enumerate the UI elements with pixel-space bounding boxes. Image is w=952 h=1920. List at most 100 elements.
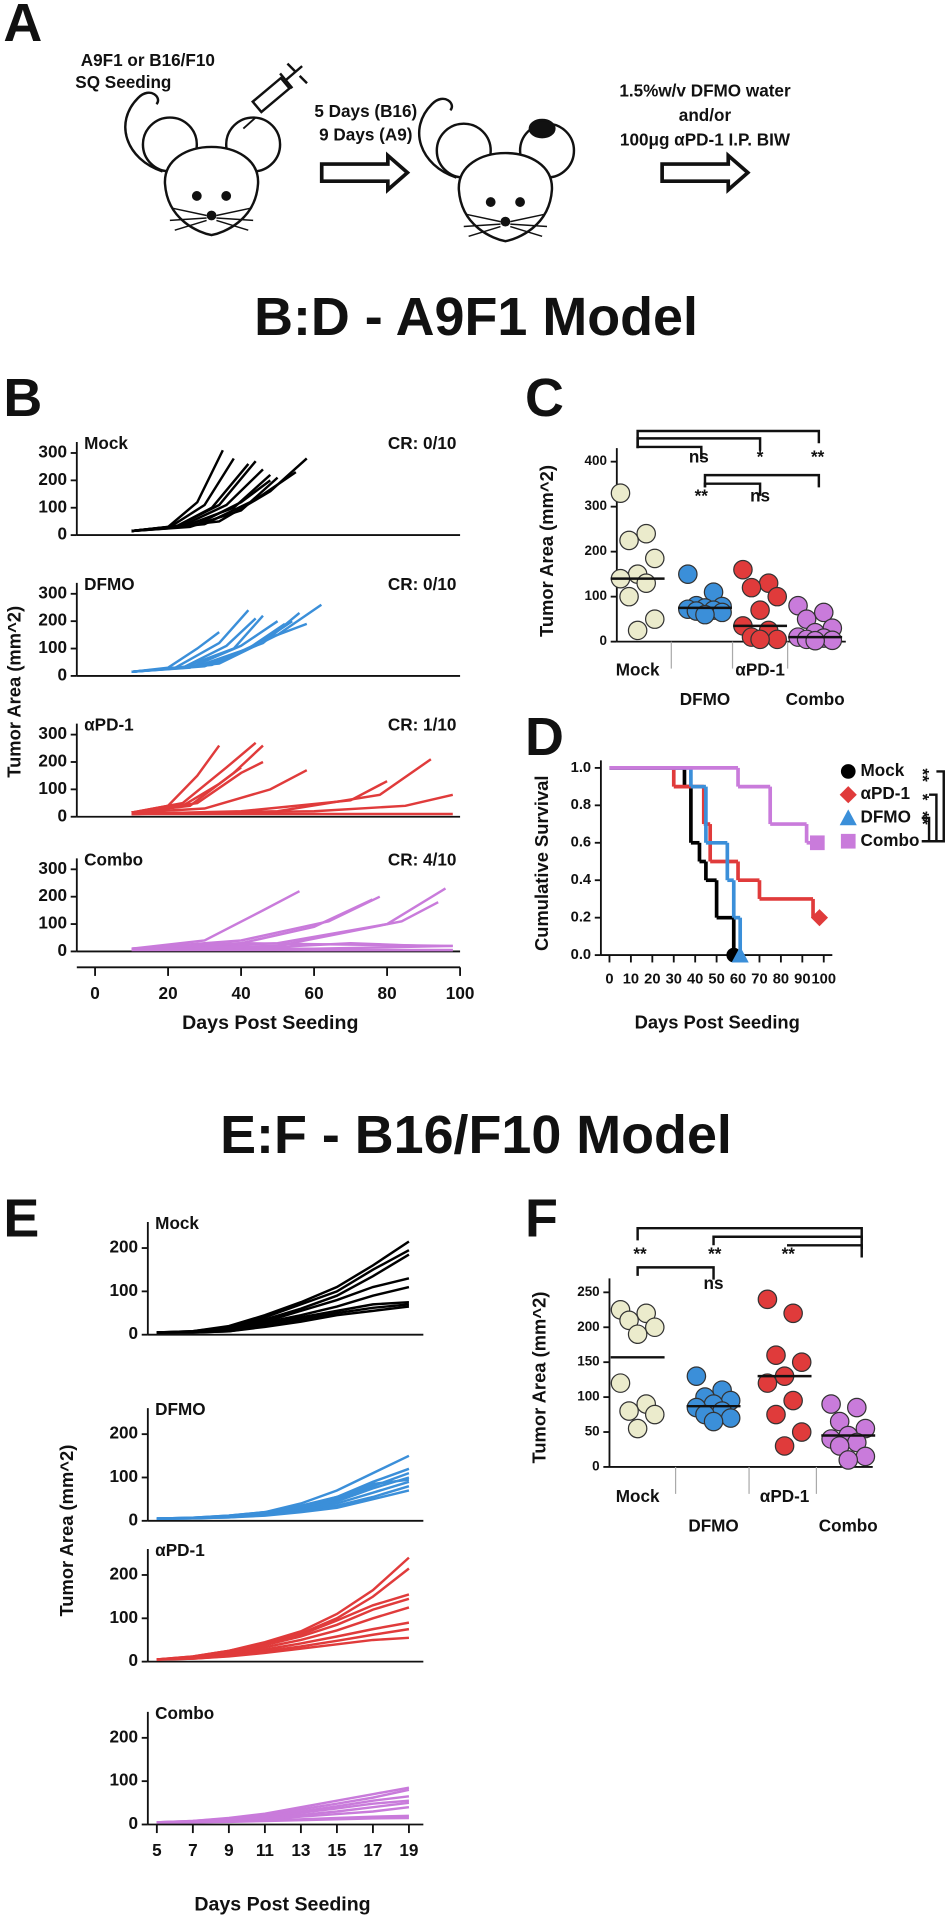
panel-title: Combo: [155, 1703, 214, 1723]
growth-line: [131, 457, 235, 533]
legend-label: DFMO: [860, 806, 910, 826]
dot: [644, 548, 665, 569]
y-axis-label: Tumor Area (mm^2): [536, 465, 557, 637]
significance-label: *: [913, 794, 933, 801]
significance-bracket: [636, 445, 703, 460]
x-axis-label: Days Post Seeding: [635, 1012, 800, 1033]
panel-title: αPD-1: [84, 715, 134, 735]
x-tick-label: 10: [623, 971, 639, 987]
significance-bracket: [936, 770, 945, 843]
y-tick-label: 200: [109, 1423, 138, 1443]
y-tick-label: 200: [38, 469, 67, 489]
legend-label: Mock: [860, 760, 904, 780]
dot: [636, 573, 657, 593]
x-tick-label: Mock: [616, 660, 660, 680]
x-tick-label: αPD-1: [735, 660, 785, 680]
y-tick-label: 0: [57, 524, 67, 544]
growth-line: [131, 898, 373, 950]
legend-label: αPD-1: [860, 783, 910, 803]
y-tick-label: 1.0: [571, 760, 591, 776]
significance-label: **: [913, 811, 933, 825]
growth-line: [131, 603, 323, 674]
dot: [733, 559, 753, 580]
dot: [766, 1404, 786, 1425]
x-tick-label: 50: [708, 971, 724, 987]
end-marker: [809, 835, 825, 851]
mouse: [124, 91, 282, 237]
dot: [829, 1436, 850, 1456]
panel-title: Mock: [155, 1213, 199, 1233]
x-tick-label: 80: [773, 971, 789, 987]
panel-letter: B: [3, 368, 42, 428]
dot: [855, 1418, 876, 1439]
y-axis-label: Tumor Area (mm^2): [56, 1445, 77, 1617]
x-tick-label: 30: [666, 971, 682, 987]
y-tick-label: 0.0: [571, 947, 591, 963]
y-tick-label: 100: [585, 588, 607, 603]
x-tick-label: 13: [291, 1840, 310, 1860]
panel-title: DFMO: [84, 574, 134, 594]
y-tick-label: 300: [38, 442, 67, 462]
y-tick-label: 100: [38, 913, 67, 933]
dot: [767, 586, 788, 607]
x-tick-label: 90: [794, 971, 810, 987]
dot: [829, 1411, 850, 1432]
significance-bracket: [787, 1244, 863, 1258]
dot: [644, 1404, 665, 1425]
section-heading: E:F - B16/F10 Model: [220, 1105, 732, 1165]
x-tick-label: 7: [188, 1840, 198, 1860]
legend-label: Combo: [860, 830, 919, 850]
growth-line: [131, 760, 264, 814]
dot: [619, 586, 639, 607]
y-tick-label: 200: [109, 1726, 138, 1746]
dot: [686, 1366, 707, 1386]
x-tick-label: DFMO: [688, 1515, 738, 1535]
growth-line: [131, 457, 308, 533]
x-tick-label: 9: [224, 1840, 234, 1860]
growth-line: [131, 890, 301, 950]
dot: [619, 1310, 639, 1331]
dot: [783, 1303, 803, 1324]
dot: [644, 1317, 665, 1338]
dot: [821, 1394, 841, 1414]
significance-bracket: [921, 816, 931, 843]
dot: [610, 483, 631, 503]
significance-label: **: [695, 486, 709, 506]
panel-letter: C: [525, 368, 564, 428]
y-axis-label: Tumor Area (mm^2): [3, 606, 24, 778]
legend-marker: [839, 786, 857, 804]
panel-annotation: CR: 1/10: [388, 715, 457, 735]
panel-letter: E: [3, 1188, 39, 1248]
diagram-text: 100μg αPD-1 I.P. BIW: [620, 129, 791, 149]
dot: [627, 1324, 648, 1345]
significance-bracket: [636, 1226, 863, 1241]
y-axis-label: Tumor Area (mm^2): [529, 1292, 550, 1464]
y-tick-label: 100: [38, 778, 67, 798]
growth-line: [131, 769, 308, 814]
x-tick-label: αPD-1: [760, 1486, 810, 1506]
y-tick-label: 0: [57, 805, 67, 825]
y-tick-label: 200: [577, 1319, 599, 1334]
x-tick-label: 20: [159, 983, 178, 1003]
diagram-text: and/or: [679, 105, 732, 125]
y-tick-label: 100: [577, 1389, 599, 1404]
x-tick-label: 100: [446, 983, 475, 1003]
dot: [805, 630, 825, 651]
y-tick-label: 0: [129, 1509, 139, 1529]
dot: [767, 629, 788, 650]
y-tick-label: 0: [129, 1813, 139, 1833]
legend-marker: [840, 764, 856, 779]
growth-line: [131, 895, 381, 950]
dot: [813, 602, 834, 623]
y-tick-label: 100: [38, 496, 67, 516]
arrow: [319, 151, 411, 194]
growth-line: [131, 793, 454, 816]
y-tick-label: 300: [585, 498, 607, 513]
growth-line: [156, 1489, 410, 1520]
x-tick-label: 11: [256, 1840, 275, 1860]
dot: [766, 1345, 786, 1365]
dot: [741, 577, 762, 598]
y-tick-label: 200: [38, 751, 67, 771]
y-tick-label: 0: [129, 1650, 139, 1670]
growth-line: [156, 1636, 410, 1661]
